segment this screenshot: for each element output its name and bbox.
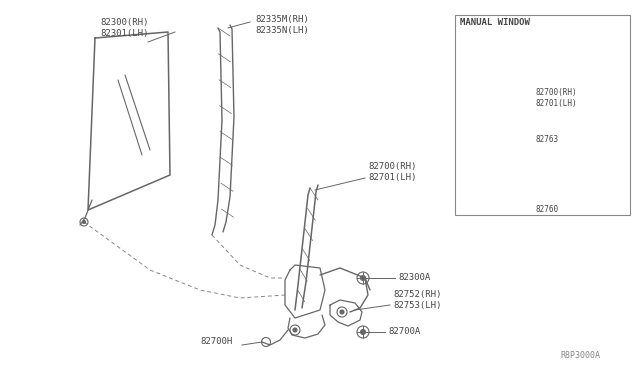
Bar xyxy=(455,15,630,215)
Text: 82760: 82760 xyxy=(535,205,558,214)
Text: 82300(RH)
82301(LH): 82300(RH) 82301(LH) xyxy=(100,18,148,38)
Text: 82700H: 82700H xyxy=(200,337,232,346)
Text: 82700(RH)
82701(LH): 82700(RH) 82701(LH) xyxy=(368,162,417,182)
Circle shape xyxy=(83,221,86,224)
Text: 82700(RH)
82701(LH): 82700(RH) 82701(LH) xyxy=(535,88,577,108)
Text: 82300A: 82300A xyxy=(398,273,430,282)
Circle shape xyxy=(293,328,297,332)
Text: R8P3000A: R8P3000A xyxy=(560,351,600,360)
Text: 82763: 82763 xyxy=(535,135,558,144)
Circle shape xyxy=(360,276,365,280)
Circle shape xyxy=(514,151,518,155)
Text: 82752(RH)
82753(LH): 82752(RH) 82753(LH) xyxy=(393,290,442,310)
Text: MANUAL WINDOW: MANUAL WINDOW xyxy=(460,18,530,27)
Circle shape xyxy=(360,330,365,334)
Text: 82700A: 82700A xyxy=(388,327,420,337)
Text: 82335M(RH)
82335N(LH): 82335M(RH) 82335N(LH) xyxy=(255,15,308,35)
Circle shape xyxy=(340,310,344,314)
